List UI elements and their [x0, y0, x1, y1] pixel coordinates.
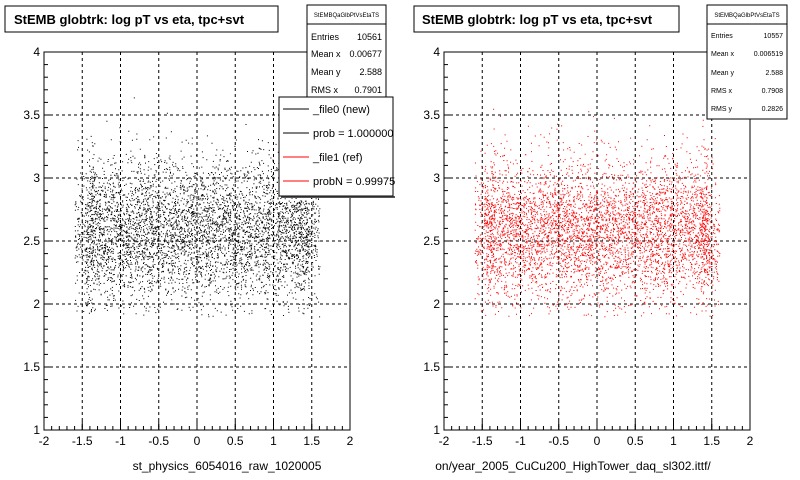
right-ticks — [443, 51, 751, 431]
right-stats-label-2: Mean y — [711, 70, 734, 77]
legend-label-2: _file1 (ref) — [312, 152, 363, 164]
x-tick-label: 2 — [347, 434, 354, 448]
legend-label-3: probN = 0.999759 — [313, 176, 401, 188]
x-tick-label: -0.5 — [148, 434, 169, 448]
left-title-box — [4, 5, 279, 33]
x-tick-label: 2 — [747, 434, 754, 448]
right-stats-box: StEMBQaGlbPtVsEtaTS Entries 10557 Mean x… — [706, 4, 788, 120]
left-tick-labels: -2 -1.5 -1 -0.5 0 0.5 1 1.5 2 1 1.5 2 2.5 3 3.5 4 — [23, 45, 353, 448]
x-tick-label: -0.5 — [548, 434, 569, 448]
legend-box: _file0 (new) prob = 1.000000 _file1 (ref… — [278, 96, 401, 198]
legend-clip — [395, 90, 407, 200]
y-tick-label: 1.5 — [423, 360, 440, 374]
left-title: StEMB globtrk: log pT vs eta, tpc+svt — [14, 12, 245, 27]
x-tick-label: -2 — [39, 434, 50, 448]
x-tick-label: 0.5 — [227, 434, 244, 448]
right-tick-labels: -2 -1.5 -1 -0.5 0 0.5 1 1.5 2 1 1.5 2 2.5 3 3.5 4 — [423, 45, 753, 448]
y-tick-label: 2.5 — [423, 234, 440, 248]
legend-frame — [278, 96, 394, 197]
y-tick-label: 2 — [33, 297, 40, 311]
right-title: StEMB globtrk: log pT vs eta, tpc+svt — [422, 12, 653, 27]
y-tick-label: 1 — [33, 423, 40, 437]
right-stats-label-0: Entries — [711, 33, 733, 40]
legend-shadow — [281, 196, 395, 198]
y-tick-label: 3.5 — [423, 108, 440, 122]
right-stats-label-4: RMS y — [711, 106, 733, 113]
x-tick-label: 0 — [194, 434, 201, 448]
left-points — [74, 97, 321, 318]
y-tick-label: 2 — [433, 297, 440, 311]
right-stats-frame — [706, 4, 788, 120]
legend-label-1: prob = 1.000000 — [313, 128, 393, 140]
right-stats-header: StEMBQaGlbPtVsEtaTS — [714, 13, 779, 19]
x-tick-label: -2 — [439, 434, 450, 448]
left-stats-label-0: Entries — [311, 32, 340, 42]
left-stats-label-3: RMS x — [311, 85, 339, 95]
right-stats-value-1: 0.006519 — [754, 51, 783, 58]
left-xlabel: st_physics_6054016_raw_1020005 — [133, 459, 322, 473]
right-stats-value-0: 10557 — [764, 33, 784, 40]
left-ticks — [43, 51, 351, 431]
x-tick-label: -1 — [515, 434, 526, 448]
y-tick-label: 3 — [433, 171, 440, 185]
x-tick-label: 1 — [270, 434, 277, 448]
left-stats-label-1: Mean x — [311, 49, 341, 59]
scatter-points — [74, 97, 321, 318]
left-stats-value-3: 0.7901 — [354, 85, 382, 95]
x-tick-label: -1 — [115, 434, 126, 448]
x-tick-label: 1.5 — [703, 434, 720, 448]
right-stats-value-4: 0.2826 — [762, 106, 784, 113]
left-stats-value-1: 0.00677 — [349, 49, 382, 59]
y-tick-label: 4 — [33, 45, 40, 59]
left-panel: StEMB globtrk: log pT vs eta, tpc+svt -2… — [4, 4, 401, 473]
legend-label-0: _file0 (new) — [312, 104, 370, 116]
right-stats-value-3: 0.7908 — [762, 88, 784, 95]
x-tick-label: -1.5 — [472, 434, 493, 448]
left-stats-header: StEMBQaGlbPtVsEtaTS — [314, 13, 379, 19]
right-title-box — [413, 5, 680, 33]
left-grid — [44, 52, 350, 430]
right-stats-label-1: Mean x — [711, 51, 734, 58]
x-tick-label: 1.5 — [303, 434, 320, 448]
y-tick-label: 4 — [433, 45, 440, 59]
x-tick-label: 0 — [594, 434, 601, 448]
left-stats-value-0: 10561 — [357, 32, 382, 42]
x-tick-label: -1.5 — [72, 434, 93, 448]
y-tick-label: 3.5 — [23, 108, 40, 122]
right-panel: StEMB globtrk: log pT vs eta, tpc+svt -2… — [413, 4, 788, 473]
y-tick-label: 1 — [433, 423, 440, 437]
left-stats-label-2: Mean y — [311, 67, 341, 77]
right-stats-label-3: RMS x — [711, 88, 733, 95]
left-stats-value-2: 2.588 — [359, 67, 382, 77]
right-xlabel: on/year_2005_CuCu200_HighTower_daq_sl302… — [435, 459, 711, 473]
x-tick-label: 1 — [670, 434, 677, 448]
y-tick-label: 1.5 — [23, 360, 40, 374]
x-tick-label: 0.5 — [627, 434, 644, 448]
y-tick-label: 3 — [33, 171, 40, 185]
right-stats-value-2: 2.588 — [765, 70, 783, 77]
y-tick-label: 2.5 — [23, 234, 40, 248]
